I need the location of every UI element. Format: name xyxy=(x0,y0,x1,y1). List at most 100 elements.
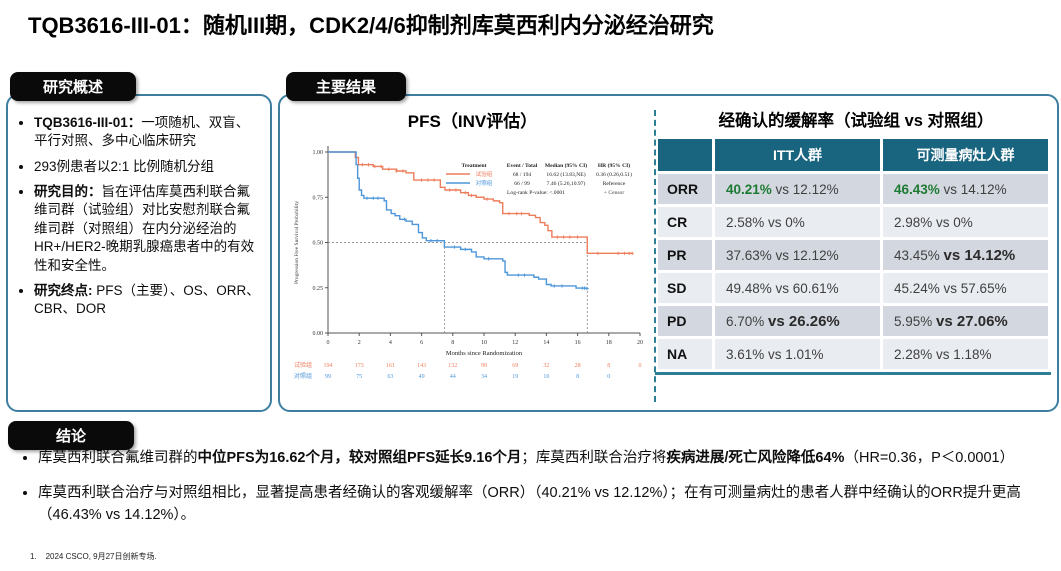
y-axis-label: Progression Free Survival Probability xyxy=(294,201,300,284)
x-axis-label: Months since Randomization xyxy=(446,350,523,357)
overview-panel: TQB3616-III-01：一项随机、双盲、平行对照、多中心临床研究 293例患… xyxy=(6,94,272,412)
cell-itt-population: 2.58% vs 0% xyxy=(715,207,880,237)
svg-text:对照组: 对照组 xyxy=(476,179,493,187)
svg-text:Reference: Reference xyxy=(603,180,626,187)
risk-value: 28 xyxy=(575,363,581,369)
y-tick-label: 0.75 xyxy=(313,195,324,201)
cell-itt-population: 40.21% vs 12.12% xyxy=(715,174,880,204)
km-reference-lines xyxy=(328,242,588,333)
svg-text:Median (95% CI): Median (95% CI) xyxy=(545,162,587,169)
risk-value: 34 xyxy=(481,374,487,380)
risk-value: 32 xyxy=(543,363,549,369)
overview-bullets: TQB3616-III-01：一项随机、双盲、平行对照、多中心临床研究 293例患… xyxy=(8,96,270,319)
response-table-body: ORR 40.21% vs 12.12% 46.43% vs 14.12% CR 2.5… xyxy=(658,174,1048,369)
conclusion-bullet: 库莫西利联合氟维司群的中位PFS为16.62个月，较对照组PFS延长9.16个月… xyxy=(38,448,1061,470)
x-tick-label: 14 xyxy=(543,340,549,346)
x-tick-label: 18 xyxy=(606,340,612,346)
cell-itt-population: 3.61% vs 1.01% xyxy=(715,339,880,369)
x-tick-label: 6 xyxy=(420,340,423,346)
x-tick-label: 8 xyxy=(451,340,454,346)
y-tick-label: 0.00 xyxy=(313,331,324,337)
overview-bullet: TQB3616-III-01：一项随机、双盲、平行对照、多中心临床研究 xyxy=(34,114,262,151)
km-legend: Treatment Event / Total Median (95% CI) HR … xyxy=(446,162,632,196)
km-risk-table: 试验组 194 173 161 143 132 99 69 32 28 8 0 对照组 99 75 63 49 4… xyxy=(294,361,642,380)
overview-bullet: 293例患者以2:1 比例随机分组 xyxy=(34,158,262,176)
risk-value: 143 xyxy=(417,363,426,369)
response-table-title: 经确认的缓解率（试验组 vs 对照组） xyxy=(718,112,994,130)
risk-value: 63 xyxy=(387,374,393,380)
response-table-row: ORR 40.21% vs 12.12% 46.43% vs 14.12% xyxy=(658,174,1048,204)
svg-text:66 / 99: 66 / 99 xyxy=(514,181,530,187)
svg-text:7.46 (5.26,10.97): 7.46 (5.26,10.97) xyxy=(547,180,586,187)
risk-value: 0 xyxy=(639,363,642,369)
response-table-row: PR 37.63% vs 12.12% 43.45% vs 14.12% xyxy=(658,240,1048,270)
response-table: ITT人群 可测量病灶人群 ORR 40.21% vs 12.12% 46.43% v… xyxy=(655,136,1051,375)
risk-value: 132 xyxy=(448,363,457,369)
cell-measurable-population: 2.98% vs 0% xyxy=(883,207,1048,237)
km-censor-marks-control xyxy=(365,196,589,291)
risk-row-label: 试验组 xyxy=(294,361,312,369)
cell-itt-population: 37.63% vs 12.12% xyxy=(715,240,880,270)
risk-value: 75 xyxy=(356,374,362,380)
km-chart-title: PFS（INV评估） xyxy=(407,112,538,131)
overview-bullet: 研究目的：旨在评估库莫西利联合氟维司群（试验组）对比安慰剂联合氟维司群（对照组）… xyxy=(34,183,262,275)
svg-text:Treatment: Treatment xyxy=(462,163,487,169)
svg-text:16.62 (13.83,NE): 16.62 (13.83,NE) xyxy=(546,171,585,178)
risk-value: 161 xyxy=(386,363,395,369)
response-table-row: NA 3.61% vs 1.01% 2.28% vs 1.18% xyxy=(658,339,1048,369)
x-tick-label: 4 xyxy=(389,340,392,346)
svg-text:68 / 194: 68 / 194 xyxy=(513,172,532,178)
response-table-corner xyxy=(658,139,712,171)
svg-text:试验组: 试验组 xyxy=(476,170,493,178)
conclusion-bullets: 库莫西利联合氟维司群的中位PFS为16.62个月，较对照组PFS延长9.16个月… xyxy=(16,448,1061,539)
x-tick-label: 12 xyxy=(512,340,518,346)
response-table-row: PD 6.70% vs 26.26% 5.95% vs 27.06% xyxy=(658,306,1048,336)
y-tick-label: 1.00 xyxy=(313,150,324,156)
response-row-label: ORR xyxy=(658,174,712,204)
cell-itt-population: 6.70% vs 26.26% xyxy=(715,306,880,336)
risk-value: 173 xyxy=(355,363,364,369)
km-axes xyxy=(325,146,641,336)
risk-value: 99 xyxy=(325,374,331,380)
risk-value: 99 xyxy=(481,363,487,369)
page-title: TQB3616-III-01：随机III期，CDK2/4/6抑制剂库莫西利内分泌… xyxy=(28,13,714,38)
x-tick-label: 16 xyxy=(575,340,581,346)
svg-text:Log-rank P-value: <.0001: Log-rank P-value: <.0001 xyxy=(507,190,565,196)
svg-text:+ Censor: + Censor xyxy=(604,190,625,196)
response-table-head-row: ITT人群 可测量病灶人群 xyxy=(658,139,1048,171)
risk-value: 10 xyxy=(543,374,549,380)
cell-measurable-population: 45.24% vs 57.65% xyxy=(883,273,1048,303)
y-tick-label: 0.50 xyxy=(313,241,324,247)
km-chart: 0.00 0.25 0.50 0.75 1.00 0 2 4 6 8 10 12 14 16 18 20 Mon… xyxy=(288,127,650,397)
km-curve-experimental xyxy=(328,151,633,255)
risk-value: 49 xyxy=(419,374,425,380)
x-tick-label: 2 xyxy=(358,340,361,346)
risk-value: 8 xyxy=(607,363,610,369)
response-row-label: CR xyxy=(658,207,712,237)
response-row-label: PD xyxy=(658,306,712,336)
conclusion-bullet: 库莫西利联合治疗与对照组相比，显著提高患者经确认的客观缓解率（ORR）（40.2… xyxy=(38,483,1061,527)
risk-value: 69 xyxy=(512,363,518,369)
response-table-col-header: 可测量病灶人群 xyxy=(883,139,1048,171)
x-tick-label: 0 xyxy=(327,340,330,346)
svg-text:HR (95% CI): HR (95% CI) xyxy=(598,162,630,169)
risk-row-label: 对照组 xyxy=(294,372,312,380)
results-divider xyxy=(654,110,656,402)
tab-overview: 研究概述 xyxy=(10,72,136,101)
tab-conclusion: 结论 xyxy=(8,421,134,450)
overview-bullet: 研究终点: PFS（主要）、OS、ORR、CBR、DOR xyxy=(34,282,262,319)
response-row-label: NA xyxy=(658,339,712,369)
cell-itt-population: 49.48% vs 60.61% xyxy=(715,273,880,303)
cell-measurable-population: 46.43% vs 14.12% xyxy=(883,174,1048,204)
risk-value: 44 xyxy=(450,374,456,380)
response-row-label: SD xyxy=(658,273,712,303)
svg-text:0.36 (0.26,0.51): 0.36 (0.26,0.51) xyxy=(596,171,632,178)
risk-value: 8 xyxy=(576,374,579,380)
response-table-row: CR 2.58% vs 0% 2.98% vs 0% xyxy=(658,207,1048,237)
y-tick-label: 0.25 xyxy=(313,286,324,292)
svg-text:Event / Total: Event / Total xyxy=(507,163,538,169)
x-tick-label: 10 xyxy=(481,340,487,346)
risk-value: 194 xyxy=(324,363,333,369)
km-curve-control xyxy=(328,151,588,289)
km-plot-svg: 0.000.250.500.751.000 2 4 6 8 10 12 14 16 18 20Mon… xyxy=(294,146,643,380)
